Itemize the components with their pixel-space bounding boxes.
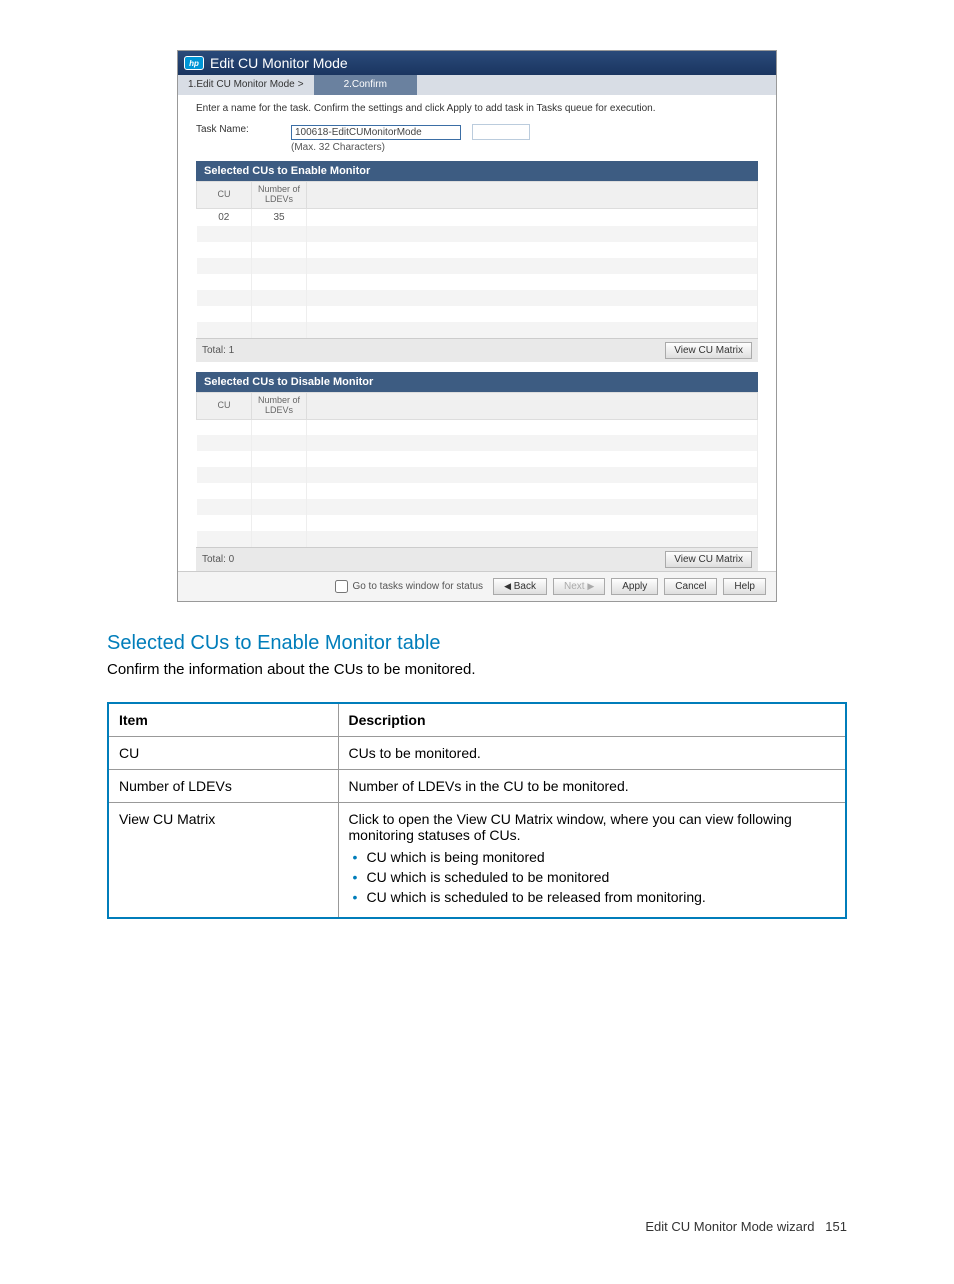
back-button[interactable]: ◀ Back bbox=[493, 578, 547, 595]
col-num: Number of LDEVs bbox=[252, 392, 307, 419]
goto-tasks-checkbox[interactable]: Go to tasks window for status bbox=[335, 580, 483, 593]
table-row bbox=[197, 242, 758, 258]
enable-total: Total: 1 bbox=[202, 345, 234, 356]
table-row bbox=[197, 435, 758, 451]
info-table: Item Description CU CUs to be monitored.… bbox=[107, 702, 847, 919]
table-row bbox=[197, 483, 758, 499]
table-row: CU CUs to be monitored. bbox=[108, 737, 846, 770]
dialog-footer: Go to tasks window for status ◀ Back Nex… bbox=[178, 571, 776, 601]
task-name-hint: (Max. 32 Characters) bbox=[291, 142, 530, 153]
disable-table: CU Number of LDEVs bbox=[196, 392, 758, 547]
doc-section: Selected CUs to Enable Monitor table Con… bbox=[107, 632, 847, 919]
info-head-desc: Description bbox=[338, 703, 846, 737]
wizard-steps: 1.Edit CU Monitor Mode> 2.Confirm bbox=[178, 75, 776, 95]
wizard-step-1[interactable]: 1.Edit CU Monitor Mode> bbox=[178, 75, 314, 95]
hp-logo-icon: hp bbox=[184, 56, 204, 70]
table-row: View CU Matrix Click to open the View CU… bbox=[108, 803, 846, 919]
view-cu-matrix-button[interactable]: View CU Matrix bbox=[665, 551, 752, 568]
wizard-step-2: 2.Confirm bbox=[314, 75, 417, 95]
secondary-input[interactable] bbox=[472, 124, 530, 140]
table-row bbox=[197, 499, 758, 515]
view-cu-matrix-button[interactable]: View CU Matrix bbox=[665, 342, 752, 359]
task-name-input[interactable] bbox=[291, 125, 461, 140]
disable-footer: Total: 0 View CU Matrix bbox=[196, 547, 758, 571]
cancel-button[interactable]: Cancel bbox=[664, 578, 717, 595]
table-row bbox=[197, 322, 758, 338]
table-row bbox=[197, 467, 758, 483]
col-spacer bbox=[307, 392, 758, 419]
chevron-right-icon: > bbox=[298, 79, 304, 90]
disable-total: Total: 0 bbox=[202, 554, 234, 565]
table-row[interactable]: 02 35 bbox=[197, 208, 758, 226]
doc-heading: Selected CUs to Enable Monitor table bbox=[107, 632, 847, 655]
dialog-title: Edit CU Monitor Mode bbox=[210, 55, 348, 71]
title-bar: hp Edit CU Monitor Mode bbox=[178, 51, 776, 75]
triangle-left-icon: ◀ bbox=[504, 581, 511, 591]
instruction-text: Enter a name for the task. Confirm the s… bbox=[178, 95, 776, 122]
next-button: Next ▶ bbox=[553, 578, 605, 595]
doc-intro: Confirm the information about the CUs to… bbox=[107, 661, 847, 678]
table-row bbox=[197, 274, 758, 290]
table-row bbox=[197, 419, 758, 435]
list-item: CU which is scheduled to be monitored bbox=[353, 869, 836, 885]
col-cu: CU bbox=[197, 392, 252, 419]
enable-section-header: Selected CUs to Enable Monitor bbox=[196, 161, 758, 181]
table-row: Number of LDEVs Number of LDEVs in the C… bbox=[108, 770, 846, 803]
enable-table: CU Number of LDEVs 02 35 bbox=[196, 181, 758, 338]
table-row bbox=[197, 290, 758, 306]
apply-button[interactable]: Apply bbox=[611, 578, 658, 595]
table-row bbox=[197, 515, 758, 531]
bullet-list: CU which is being monitored CU which is … bbox=[349, 849, 836, 905]
task-name-label: Task Name: bbox=[196, 124, 291, 135]
triangle-right-icon: ▶ bbox=[587, 581, 594, 591]
list-item: CU which is being monitored bbox=[353, 849, 836, 865]
task-name-row: Task Name: (Max. 32 Characters) bbox=[178, 122, 776, 161]
table-row bbox=[197, 451, 758, 467]
edit-cu-dialog: hp Edit CU Monitor Mode 1.Edit CU Monito… bbox=[177, 50, 777, 602]
table-row bbox=[197, 258, 758, 274]
disable-section-header: Selected CUs to Disable Monitor bbox=[196, 372, 758, 392]
col-cu: CU bbox=[197, 182, 252, 209]
help-button[interactable]: Help bbox=[723, 578, 766, 595]
col-num: Number of LDEVs bbox=[252, 182, 307, 209]
table-row bbox=[197, 531, 758, 547]
info-head-item: Item bbox=[108, 703, 338, 737]
enable-footer: Total: 1 View CU Matrix bbox=[196, 338, 758, 362]
col-spacer bbox=[307, 182, 758, 209]
goto-tasks-input[interactable] bbox=[335, 580, 348, 593]
list-item: CU which is scheduled to be released fro… bbox=[353, 889, 836, 905]
table-row bbox=[197, 226, 758, 242]
page-footer: Edit CU Monitor Mode wizard 151 bbox=[107, 1219, 847, 1234]
table-row bbox=[197, 306, 758, 322]
